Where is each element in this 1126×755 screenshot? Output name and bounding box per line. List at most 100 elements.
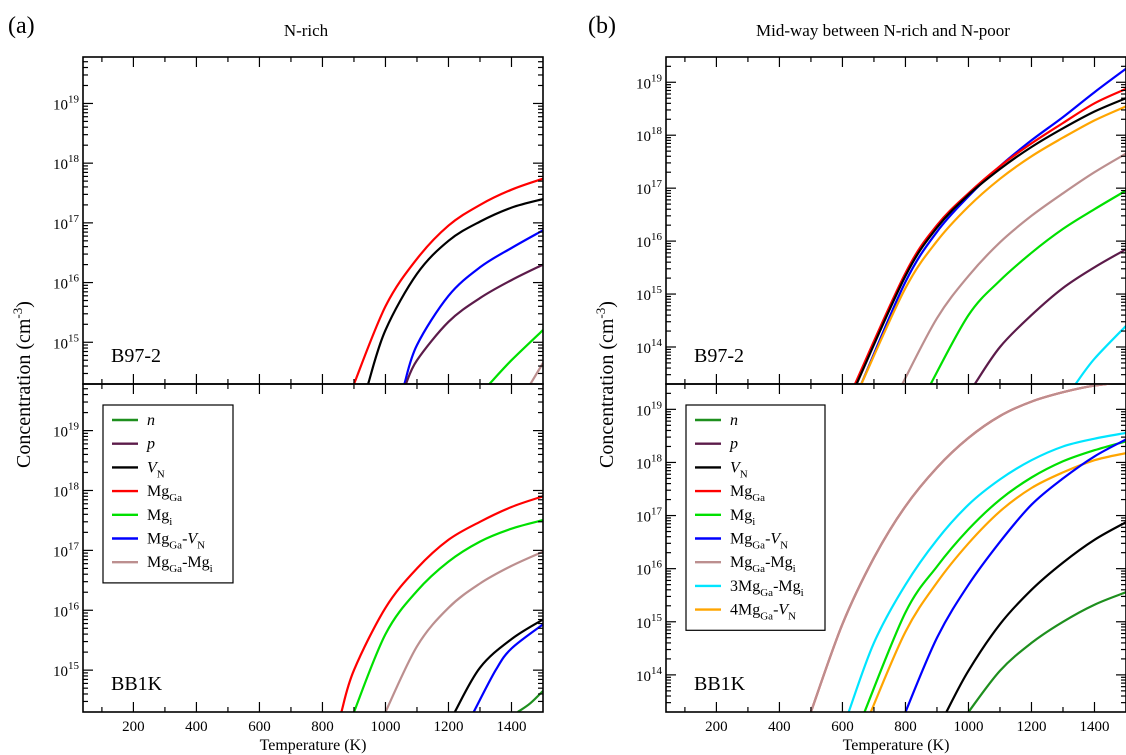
series-line-MgGa <box>853 87 1126 384</box>
legend-box <box>102 404 234 584</box>
legend-entry-MgGa: MgGa <box>147 483 182 504</box>
series-line-3MgGa-Mgi <box>1074 325 1126 384</box>
series-line-3MgGa-Mgi <box>847 431 1126 712</box>
x-tick-label: 800 <box>311 719 334 735</box>
x-tick-label: 200 <box>122 719 145 735</box>
series-line-MgGa <box>809 384 1116 712</box>
y-tick-label: 1018 <box>53 153 80 173</box>
y-tick-label: 1014 <box>636 665 663 685</box>
y-tick-label: 1016 <box>636 231 663 251</box>
subplot-label: B97-2 <box>694 345 744 367</box>
x-tick-label: 600 <box>831 719 854 735</box>
subplot-a-top: 1015 1016 1017 1018 1019 B97-2 <box>53 56 544 385</box>
series-line-MgGa-VN <box>904 438 1126 712</box>
plot-frame <box>665 56 1126 385</box>
legend-entry-n: n <box>730 412 738 429</box>
x-tick-label: 800 <box>894 719 917 735</box>
series-line-n <box>967 591 1126 712</box>
subplot-a-bottom: 200 400 600 800 1000 1200 1400 1015 1016 1017 1018… <box>53 383 544 754</box>
panel-title-a: N-rich <box>284 21 329 40</box>
x-tick-label: 1000 <box>953 719 983 735</box>
subplot-label: BB1K <box>111 673 163 695</box>
y-tick-label: 1014 <box>636 337 663 357</box>
y-tick-label: 1018 <box>636 125 663 145</box>
plot-frame <box>665 383 1126 713</box>
legend-entry-n: n <box>147 412 155 429</box>
legend-entry-3MgGa-Mgi: 3MgGa-Mgi <box>730 578 804 599</box>
y-tick-label: 1015 <box>636 284 663 304</box>
y-tick-label: 1019 <box>53 93 80 113</box>
legend-box <box>685 404 826 631</box>
legend-entry-VN: VN <box>730 459 748 480</box>
series-line-VN <box>367 198 543 384</box>
plot-frame <box>82 56 544 385</box>
y-tick-label: 1015 <box>53 660 80 680</box>
y-tick-label: 1018 <box>636 452 663 472</box>
panel-title-b: Mid-way between N-rich and N-poor <box>756 21 1010 40</box>
series-line-VN <box>945 521 1126 712</box>
series-line-MgGa-Mgi <box>809 384 1116 712</box>
y-tick-label: 1017 <box>636 506 663 526</box>
y-tick-label: 1016 <box>636 559 663 579</box>
subplot-label: BB1K <box>694 673 746 695</box>
series-line-MgGa <box>340 495 543 712</box>
series-line-p <box>404 263 543 384</box>
series-line-4MgGa-VN <box>860 105 1126 384</box>
x-tick-label: 1400 <box>496 719 526 735</box>
x-tick-label: 200 <box>705 719 728 735</box>
subplot-b-bottom: 200 400 600 800 1000 1200 1400 1014 1015 1016 1017… <box>636 383 1126 754</box>
series-line-Mgi <box>488 329 543 384</box>
panel-label-a: (a) <box>8 13 35 39</box>
legend-entry-MgGa: MgGa <box>730 483 765 504</box>
series-line-MgGa-VN <box>403 229 543 384</box>
series-line-MgGa-VN <box>472 623 543 712</box>
subplot-label: B97-2 <box>111 345 161 367</box>
subplot-b-top: 1014 1015 1016 1017 1018 1019 B97-2 <box>636 56 1126 385</box>
x-tick-label: 1200 <box>433 719 463 735</box>
legend-entry-4MgGa-VN: 4MgGa-VN <box>730 602 796 623</box>
legend-entry-VN: VN <box>147 459 165 480</box>
y-tick-label: 1019 <box>636 72 663 92</box>
legend-entry-MgGa-Mgi: MgGa-Mgi <box>730 554 796 575</box>
legend-entry-p: p <box>729 436 738 453</box>
legend-entry-MgGa-VN: MgGa-VN <box>147 531 205 552</box>
y-tick-label: 1019 <box>636 399 663 419</box>
y-tick-label: 1019 <box>53 421 80 441</box>
x-tick-label: 1000 <box>370 719 400 735</box>
x-axis-label: Temperature (K) <box>843 737 950 754</box>
series-line-VN <box>855 97 1126 384</box>
series-line-MgGa <box>352 177 543 384</box>
y-tick-label: 1017 <box>53 213 80 233</box>
x-tick-label: 400 <box>768 719 791 735</box>
y-axis-label-b: Concentration (cm-3) <box>593 301 618 468</box>
series-line-MgGa-Mgi <box>901 152 1126 384</box>
legend-entry-Mgi: Mgi <box>147 507 172 528</box>
y-tick-label: 1015 <box>636 612 663 632</box>
panel-label-b: (b) <box>588 13 616 39</box>
series-line-VN <box>453 618 543 712</box>
series-line-Mgi <box>863 440 1126 712</box>
x-tick-label: 1400 <box>1079 719 1109 735</box>
x-tick-label: 600 <box>248 719 271 735</box>
series-line-p <box>973 248 1126 384</box>
y-tick-label: 1016 <box>53 273 80 293</box>
series-line-Mgi <box>352 519 543 712</box>
legend-entry-Mgi: Mgi <box>730 507 755 528</box>
x-tick-label: 400 <box>185 719 208 735</box>
legend-entry-MgGa-VN: MgGa-VN <box>730 531 788 552</box>
plot-frame <box>82 383 544 713</box>
legend-entry-p: p <box>146 436 155 453</box>
series-line-MgGa-Mgi <box>384 550 543 712</box>
legend-entry-MgGa-Mgi: MgGa-Mgi <box>147 554 213 575</box>
y-tick-label: 1017 <box>53 540 80 560</box>
y-tick-label: 1015 <box>53 332 80 352</box>
y-axis-label-a: Concentration (cm-3) <box>10 301 35 468</box>
x-axis-label: Temperature (K) <box>260 737 367 754</box>
y-tick-label: 1016 <box>53 600 80 620</box>
x-tick-label: 1200 <box>1016 719 1046 735</box>
y-tick-label: 1017 <box>636 178 663 198</box>
series-line-Mgi <box>929 189 1126 384</box>
